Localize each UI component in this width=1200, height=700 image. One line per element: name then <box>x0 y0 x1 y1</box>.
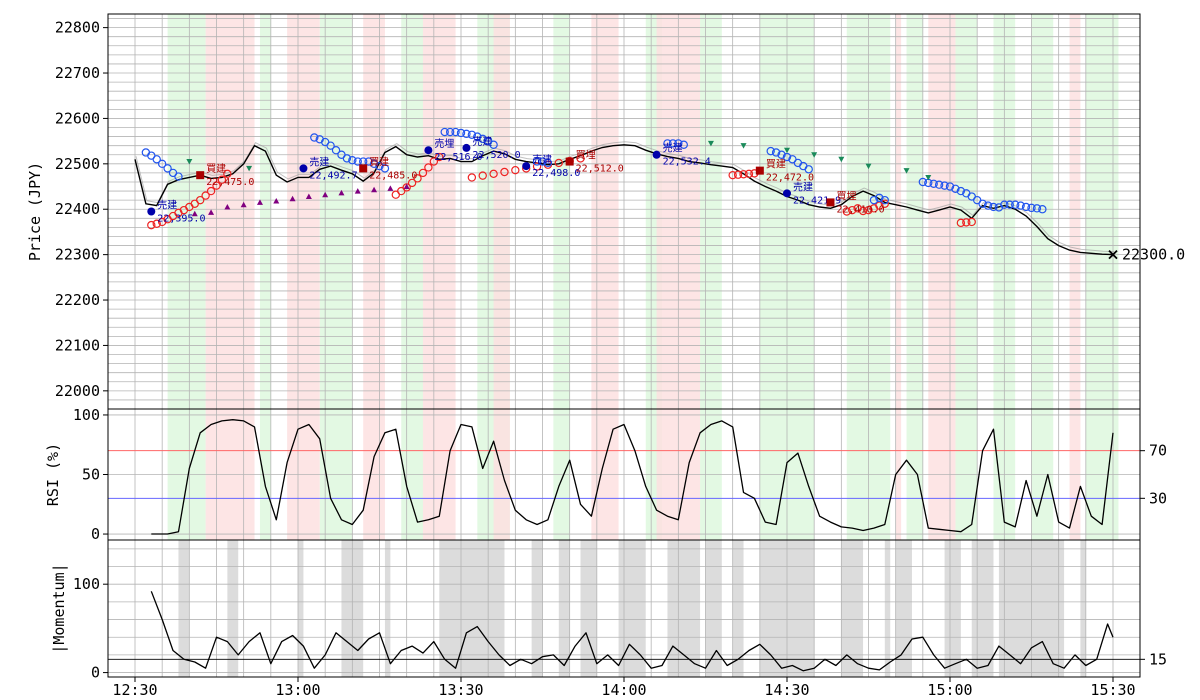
trade-marker <box>756 167 764 175</box>
trade-price-label: 22,475.0 <box>206 177 254 188</box>
momentum-span <box>945 540 961 677</box>
trade-price-label: 22,492.7 <box>309 170 357 181</box>
momentum-span <box>1080 540 1085 677</box>
price-tick-label: 22200 <box>55 291 100 309</box>
bullish-span <box>401 14 423 540</box>
trade-type-label: 買埋 <box>576 150 596 162</box>
momentum-span <box>667 540 700 677</box>
trade-price-label: 22,485.0 <box>369 170 417 181</box>
x-tick-label: 15:30 <box>1090 681 1135 699</box>
x-tick-label: 13:00 <box>275 681 320 699</box>
rsi-tick-label: 50 <box>82 466 100 484</box>
bearish-span <box>896 14 901 540</box>
bearish-span <box>1070 14 1081 540</box>
trade-type-label: 買建 <box>206 162 226 175</box>
momentum-span <box>559 540 570 677</box>
bearish-span <box>287 14 320 540</box>
momentum-tick-label: 100 <box>73 575 100 593</box>
trade-price-label: 22,512.0 <box>576 164 624 175</box>
trail-long-point <box>468 174 475 181</box>
last-price-label: 22300.0 <box>1122 246 1185 264</box>
bullish-span <box>907 14 923 540</box>
price-tick-label: 22500 <box>55 155 100 173</box>
trade-price-label: 22,498.0 <box>532 168 580 179</box>
x-tick-label: 13:30 <box>438 681 483 699</box>
momentum-span <box>706 540 722 677</box>
trade-price-label: 22,395.0 <box>157 214 205 225</box>
x-tick-label: 14:00 <box>601 681 646 699</box>
bullish-span <box>700 14 722 540</box>
rsi-axis-label: RSI (%) <box>44 443 62 506</box>
trade-marker <box>653 151 661 159</box>
bullish-span <box>320 14 353 540</box>
momentum-span <box>227 540 238 677</box>
trade-type-label: 買建 <box>369 155 389 168</box>
trade-marker <box>147 208 155 216</box>
trade-type-label: 買建 <box>766 158 786 171</box>
momentum-span <box>885 540 890 677</box>
trade-price-label: 22,532.4 <box>663 157 711 168</box>
bearish-span <box>423 14 456 540</box>
trade-marker <box>462 144 470 152</box>
rsi-tick-label: 0 <box>91 525 100 543</box>
trade-type-label: 売建 <box>532 153 552 166</box>
trade-type-label: 売建 <box>472 135 492 148</box>
rsi-right-tick-label: 70 <box>1149 442 1167 460</box>
trade-type-label: 買埋 <box>836 190 856 202</box>
trade-marker <box>359 164 367 172</box>
trade-type-label: 売建 <box>309 155 329 168</box>
price-axis-label: Price (JPY) <box>26 162 44 261</box>
trade-type-label: 売建 <box>793 180 813 193</box>
momentum-tick-label: 0 <box>91 664 100 682</box>
x-tick-label: 15:00 <box>927 681 972 699</box>
trade-type-label: 売建 <box>663 142 683 155</box>
trade-type-label: 売建 <box>157 199 177 212</box>
bullish-span <box>1032 14 1054 540</box>
trade-marker <box>196 171 204 179</box>
up-marker <box>387 185 393 191</box>
momentum-right-tick-label: 15 <box>1149 650 1167 668</box>
price-tick-label: 22000 <box>55 382 100 400</box>
trade-price-label: 22,520.0 <box>472 150 520 161</box>
price-tick-label: 22700 <box>55 64 100 82</box>
price-tick-label: 22100 <box>55 336 100 354</box>
momentum-span <box>461 540 504 677</box>
trade-type-label: 売埋 <box>434 137 454 150</box>
trade-marker <box>566 158 574 166</box>
price-tick-label: 22600 <box>55 109 100 127</box>
trade-marker <box>299 164 307 172</box>
bearish-span <box>206 14 255 540</box>
x-tick-label: 12:30 <box>112 681 157 699</box>
bearish-span <box>494 14 510 540</box>
momentum-span <box>298 540 303 677</box>
up-marker <box>273 198 279 204</box>
trade-price-label: 22,410.0 <box>836 204 884 215</box>
momentum-span <box>972 540 994 677</box>
down-marker <box>838 157 844 163</box>
price-tick-label: 22300 <box>55 246 100 264</box>
trade-marker <box>783 189 791 197</box>
trade-marker <box>522 162 530 170</box>
price-tick-label: 22800 <box>55 19 100 37</box>
rsi-right-tick-label: 30 <box>1149 489 1167 507</box>
bullish-span <box>168 14 206 540</box>
bearish-span <box>928 14 955 540</box>
x-tick-label: 14:30 <box>764 681 809 699</box>
bearish-span <box>363 14 385 540</box>
bullish-span <box>955 14 977 540</box>
momentum-axis-label: |Momentum| <box>50 563 68 653</box>
price-tick-label: 22400 <box>55 200 100 218</box>
momentum-span <box>532 540 543 677</box>
trade-marker <box>826 198 834 206</box>
bullish-span <box>260 14 271 540</box>
bullish-span <box>1086 14 1119 540</box>
bullish-span <box>553 14 569 540</box>
rsi-tick-label: 100 <box>73 406 100 424</box>
trade-marker <box>424 146 432 154</box>
